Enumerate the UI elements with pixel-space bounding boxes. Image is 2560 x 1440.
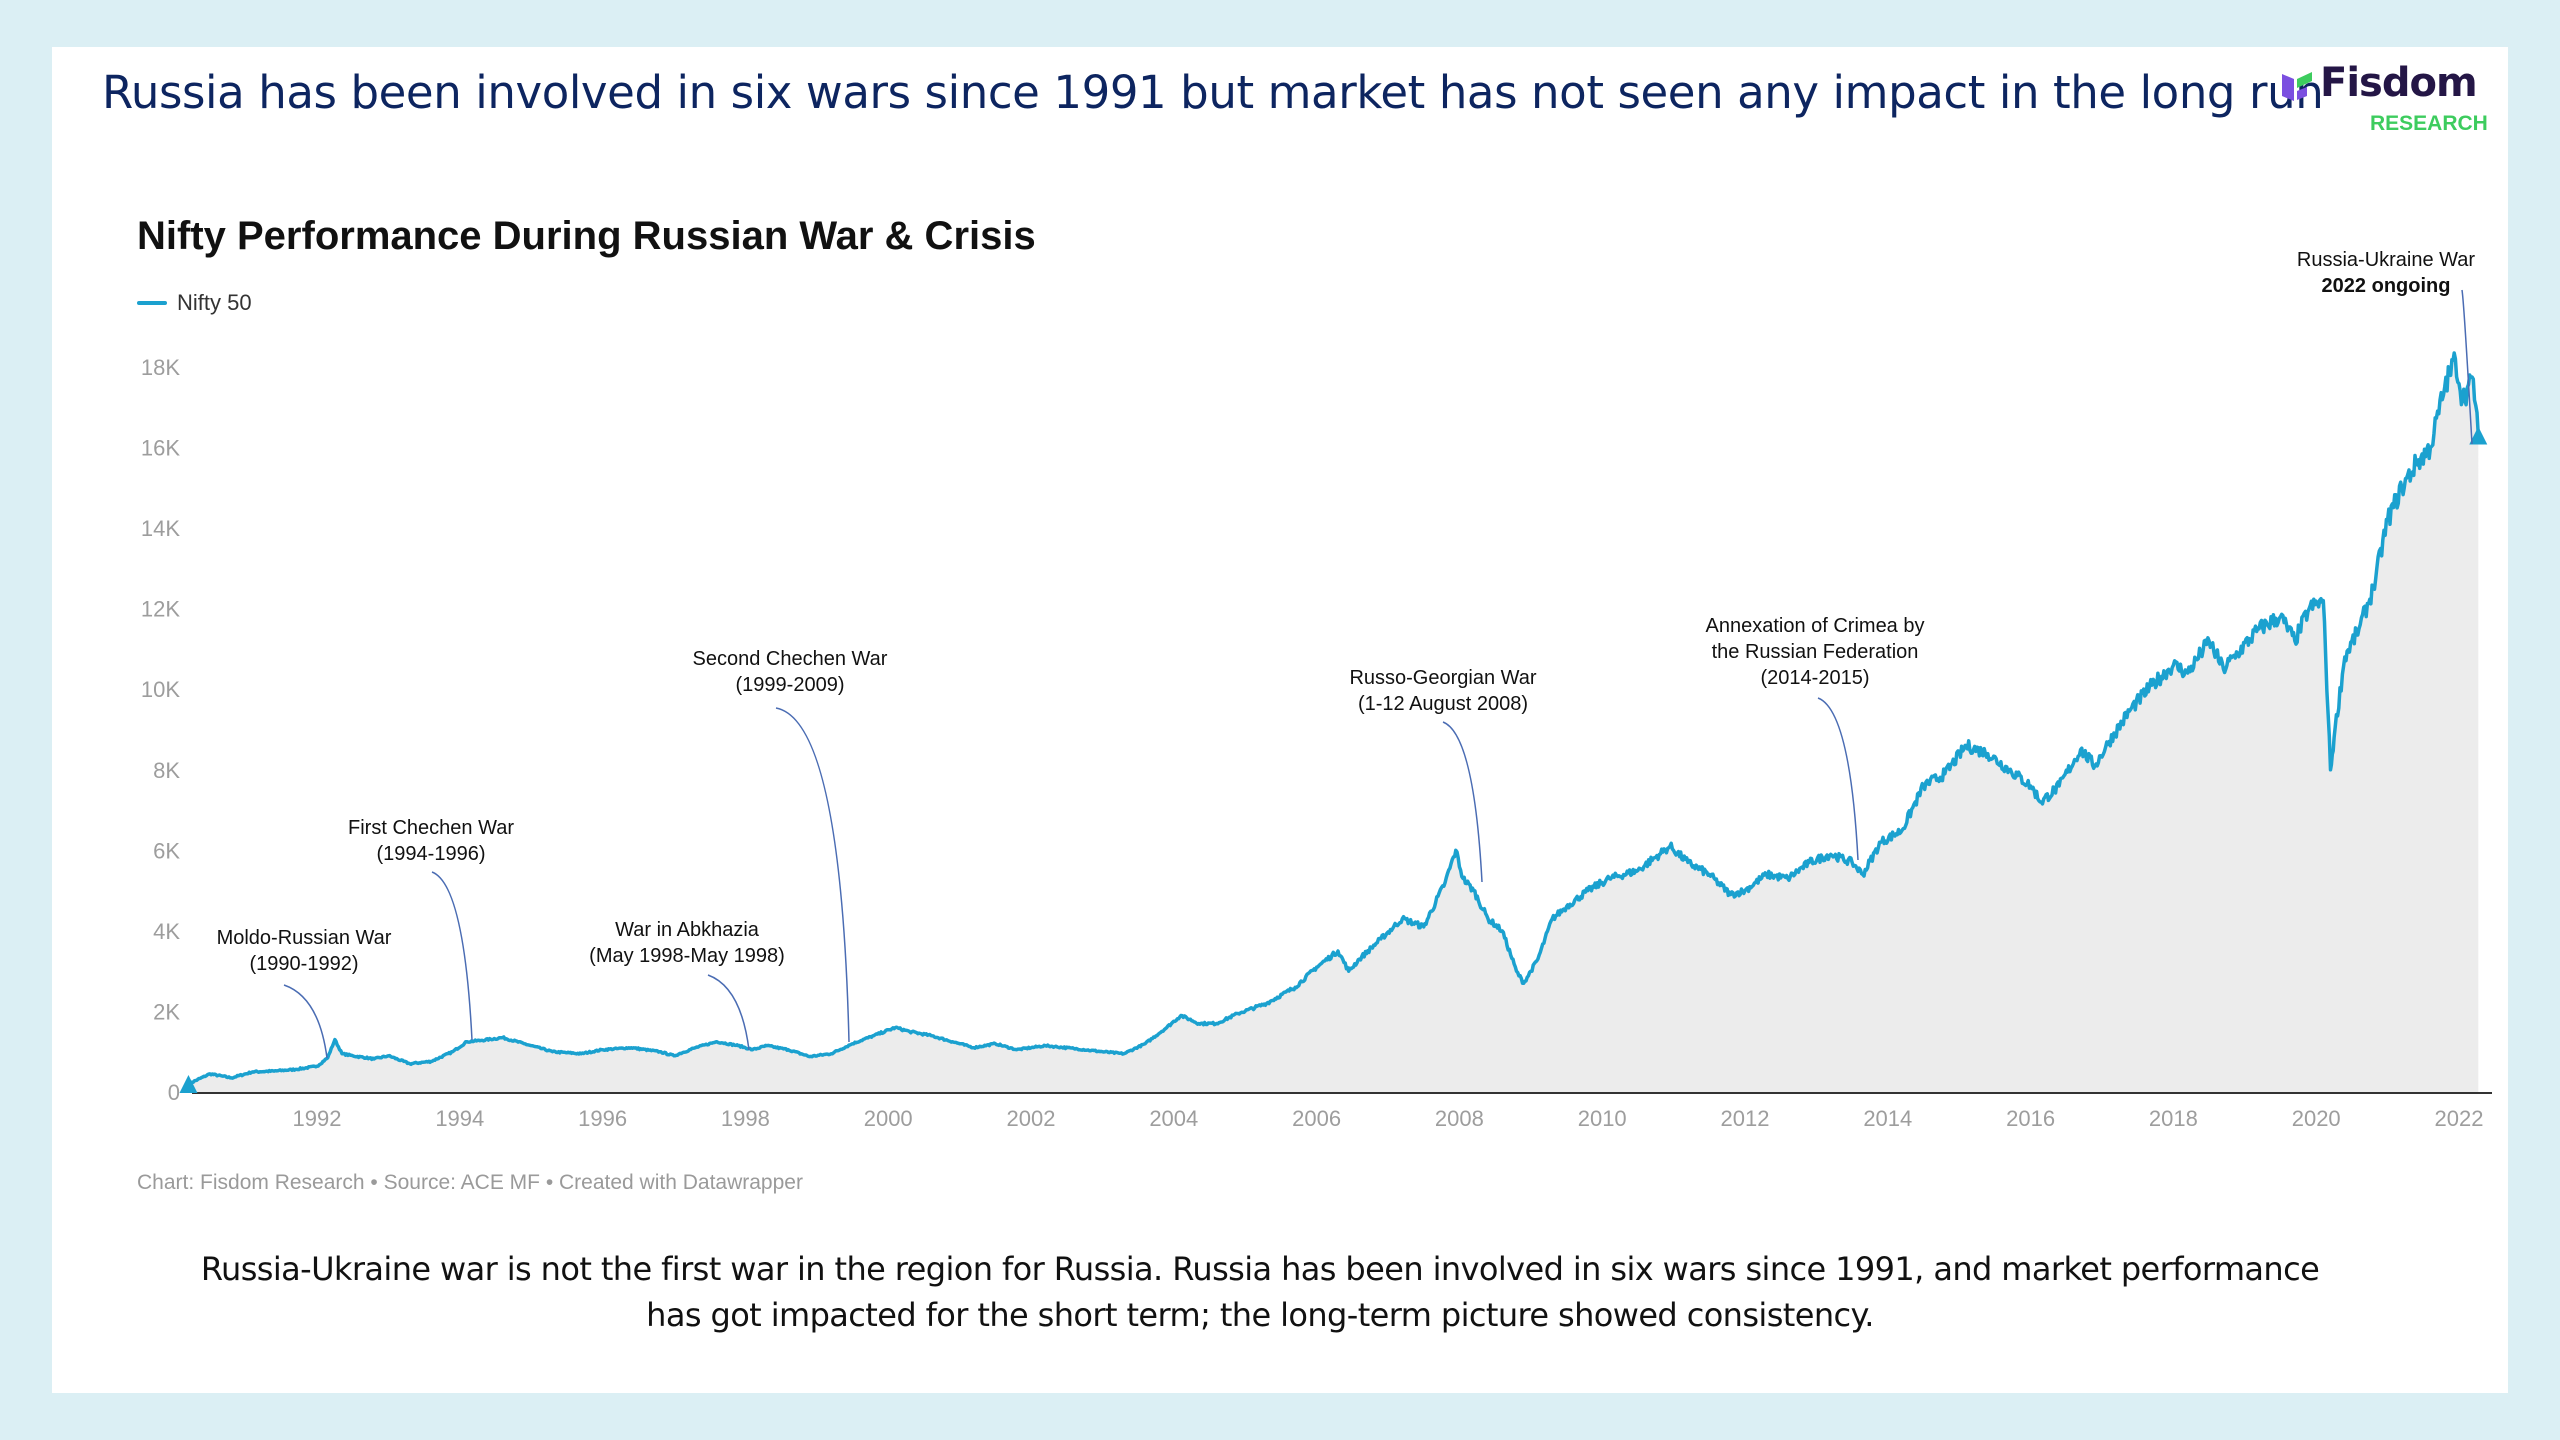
- annotation-leader: [2461, 289, 2473, 445]
- annotation: Russia-Ukraine War 2022 ongoing: [2297, 249, 2476, 445]
- chart-source-note: Chart: Fisdom Research • Source: ACE MF …: [137, 1171, 803, 1194]
- annotation-text: Russia-Ukraine War: [2297, 249, 2476, 271]
- annotation-leader: [1817, 697, 1859, 861]
- y-tick-label: 8K: [153, 758, 180, 783]
- y-tick-label: 10K: [141, 677, 180, 702]
- logo-subtitle: RESEARCH: [2370, 112, 2488, 135]
- logo-wordmark: Fisdom: [2320, 60, 2478, 106]
- page-headline: Russia has been involved in six wars sin…: [102, 66, 2324, 119]
- annotation-leader: [1442, 721, 1483, 883]
- annotation: Second Chechen War (1999-2009): [693, 648, 888, 1043]
- x-tick-label: 2020: [2292, 1106, 2341, 1131]
- y-tick-label: 4K: [153, 919, 180, 944]
- annotation-leader: [775, 707, 850, 1043]
- annotation-text: 2022 ongoing: [2322, 275, 2451, 297]
- annotation-leader: [283, 984, 328, 1059]
- start-marker: [179, 1074, 198, 1093]
- x-tick-label: 2022: [2435, 1106, 2484, 1131]
- chart-legend: Nifty 50: [137, 290, 252, 316]
- area-fill-nifty-50: [188, 353, 2479, 1092]
- x-tick-label: 2010: [1578, 1106, 1627, 1131]
- fisdom-logo: Fisdom RESEARCH: [2280, 60, 2488, 144]
- content-card: [52, 47, 2508, 1393]
- bottom-caption: Russia-Ukraine war is not the first war …: [200, 1250, 2320, 1334]
- y-tick-label: 16K: [141, 436, 180, 461]
- annotation-text: Russo-Georgian War: [1349, 667, 1536, 689]
- legend-label: Nifty 50: [177, 290, 252, 315]
- annotation: War in Abkhazia (May 1998-May 1998): [589, 919, 785, 1051]
- y-tick-label: 6K: [153, 838, 180, 863]
- legend-swatch-nifty-50: [137, 301, 167, 305]
- annotation-text: (1999-2009): [736, 674, 845, 696]
- x-tick-label: 2006: [1292, 1106, 1341, 1131]
- annotation-text: Annexation of Crimea by: [1705, 615, 1924, 637]
- x-tick-label: 2004: [1149, 1106, 1198, 1131]
- x-tick-label: 1994: [435, 1106, 484, 1131]
- annotation-text: (2014-2015): [1761, 667, 1870, 689]
- x-tick-label: 2008: [1435, 1106, 1484, 1131]
- annotation-leader: [707, 974, 750, 1051]
- series-line-nifty-50: [187, 351, 2481, 1086]
- chart-title: Nifty Performance During Russian War & C…: [137, 214, 1036, 258]
- annotation-text: Moldo-Russian War: [217, 927, 392, 949]
- y-tick-label: 12K: [141, 597, 180, 622]
- fisdom-logo-icon: [2282, 72, 2312, 101]
- x-tick-label: 2014: [1863, 1106, 1912, 1131]
- annotation-text: (May 1998-May 1998): [589, 945, 785, 967]
- x-tick-label: 2016: [2006, 1106, 2055, 1131]
- x-tick-label: 1992: [293, 1106, 342, 1131]
- annotation: First Chechen War (1994-1996): [348, 817, 514, 1041]
- annotation-text: (1990-1992): [250, 953, 359, 975]
- x-tick-label: 2002: [1007, 1106, 1056, 1131]
- y-tick-label: 14K: [141, 516, 180, 541]
- annotation: Moldo-Russian War (1990-1992): [217, 927, 392, 1059]
- annotation-text: Second Chechen War: [693, 648, 888, 670]
- annotation-text: the Russian Federation: [1712, 641, 1919, 663]
- x-tick-label: 2000: [864, 1106, 913, 1131]
- y-tick-label: 18K: [141, 355, 180, 380]
- annotation-text: (1994-1996): [377, 843, 486, 865]
- x-tick-label: 1998: [721, 1106, 770, 1131]
- annotation-text: (1-12 August 2008): [1358, 693, 1528, 715]
- annotation-leader: [431, 871, 473, 1041]
- x-tick-label: 2018: [2149, 1106, 2198, 1131]
- y-tick-label: 2K: [153, 999, 180, 1024]
- x-tick-label: 2012: [1721, 1106, 1770, 1131]
- annotation: Russo-Georgian War (1-12 August 2008): [1349, 667, 1537, 883]
- annotation-text: War in Abkhazia: [615, 919, 760, 941]
- y-tick-label: 0: [168, 1080, 180, 1105]
- x-tick-label: 1996: [578, 1106, 627, 1131]
- annotation: Annexation of Crimea by the Russian Feder…: [1705, 615, 1925, 861]
- annotation-text: First Chechen War: [348, 817, 514, 839]
- end-marker: [2469, 426, 2488, 445]
